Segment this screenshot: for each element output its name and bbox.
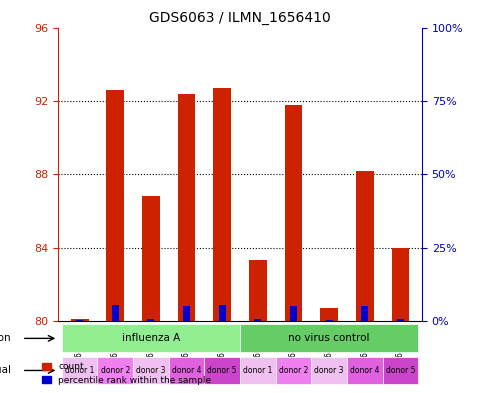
Bar [61,325,240,352]
Bar [142,196,160,321]
Text: donor 1: donor 1 [65,366,94,375]
Text: GSM1684104: GSM1684104 [217,327,227,378]
Bar [218,305,226,321]
Bar [248,261,266,321]
Bar [177,94,195,321]
Text: donor 3: donor 3 [136,366,166,375]
Text: GSM1684098: GSM1684098 [110,327,120,378]
Bar [391,248,408,321]
Legend: count, percentile rank within the sample: count, percentile rank within the sample [38,359,214,389]
Bar [311,357,347,384]
Text: donor 2: donor 2 [100,366,130,375]
Text: GSM1684100: GSM1684100 [146,327,155,378]
Bar [284,105,302,321]
Bar [147,319,154,321]
Bar [289,306,297,321]
Text: donor 3: donor 3 [314,366,343,375]
Text: GSM1684103: GSM1684103 [395,327,404,378]
Bar [213,88,231,321]
Text: GSM1684096: GSM1684096 [75,327,84,378]
Text: influenza A: influenza A [121,333,180,343]
Bar [355,171,373,321]
Text: donor 1: donor 1 [242,366,272,375]
Bar [275,357,311,384]
Bar [133,357,168,384]
Bar [347,357,382,384]
Bar [168,357,204,384]
Text: GSM1684095: GSM1684095 [253,327,262,378]
Text: GSM1684097: GSM1684097 [288,327,298,378]
Text: donor 4: donor 4 [349,366,379,375]
Bar [240,357,275,384]
Text: individual: individual [0,365,11,375]
Text: no virus control: no virus control [288,333,369,343]
Bar [319,308,337,321]
Bar [325,320,332,321]
Bar [106,90,124,321]
Text: donor 4: donor 4 [171,366,201,375]
Text: infection: infection [0,333,11,343]
Text: donor 5: donor 5 [207,366,237,375]
Text: GSM1684101: GSM1684101 [360,327,369,378]
Text: donor 2: donor 2 [278,366,308,375]
Bar [204,357,240,384]
Bar [240,325,418,352]
Text: GSM1684099: GSM1684099 [324,327,333,378]
Title: GDS6063 / ILMN_1656410: GDS6063 / ILMN_1656410 [149,11,330,25]
Bar [111,305,119,321]
Bar [396,320,403,321]
Text: GSM1684102: GSM1684102 [182,327,191,378]
Bar [97,357,133,384]
Bar [71,319,88,321]
Bar [382,357,418,384]
Bar [361,306,368,321]
Bar [76,320,83,321]
Bar [254,319,261,321]
Text: donor 5: donor 5 [385,366,414,375]
Bar [61,357,97,384]
Bar [182,306,190,321]
